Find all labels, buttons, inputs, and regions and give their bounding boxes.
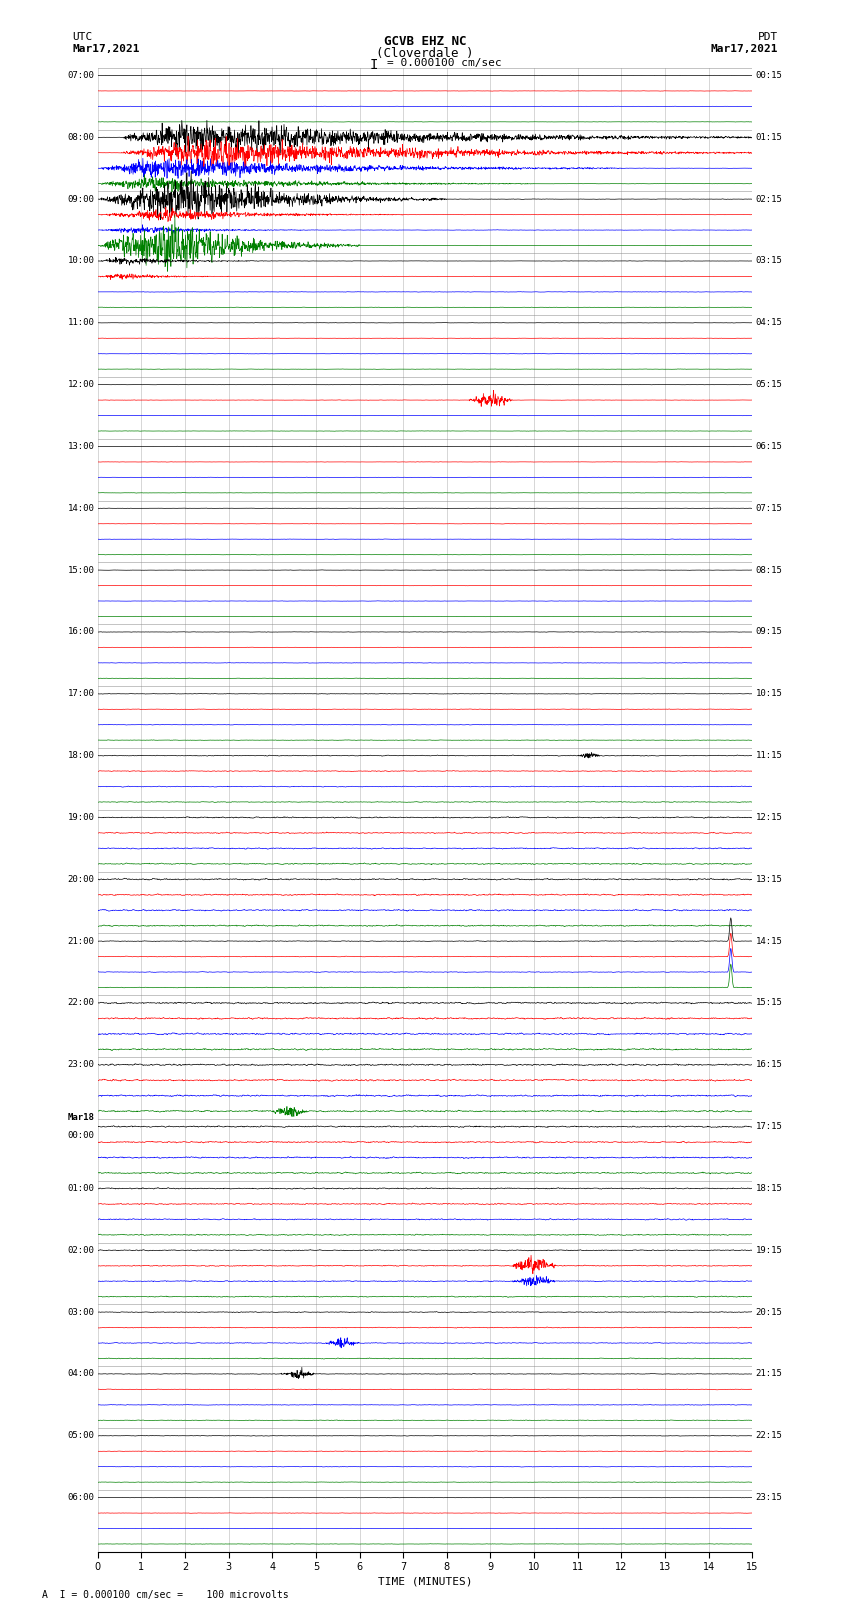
Text: 10:15: 10:15 [756, 689, 782, 698]
Text: 20:00: 20:00 [68, 874, 94, 884]
Text: 21:00: 21:00 [68, 937, 94, 945]
Text: PDT: PDT [757, 32, 778, 42]
Text: 11:00: 11:00 [68, 318, 94, 327]
Text: 17:00: 17:00 [68, 689, 94, 698]
Text: 00:15: 00:15 [756, 71, 782, 81]
Text: 12:15: 12:15 [756, 813, 782, 823]
Text: Mar17,2021: Mar17,2021 [72, 44, 139, 53]
Text: 16:15: 16:15 [756, 1060, 782, 1069]
X-axis label: TIME (MINUTES): TIME (MINUTES) [377, 1576, 473, 1586]
Text: 09:00: 09:00 [68, 195, 94, 203]
Text: UTC: UTC [72, 32, 93, 42]
Text: Mar17,2021: Mar17,2021 [711, 44, 778, 53]
Text: 21:15: 21:15 [756, 1369, 782, 1379]
Text: 22:00: 22:00 [68, 998, 94, 1008]
Text: 18:15: 18:15 [756, 1184, 782, 1194]
Text: 01:00: 01:00 [68, 1184, 94, 1194]
Text: Mar18: Mar18 [68, 1113, 94, 1123]
Text: 22:15: 22:15 [756, 1431, 782, 1440]
Text: 00:00: 00:00 [68, 1131, 94, 1140]
Text: 15:15: 15:15 [756, 998, 782, 1008]
Text: (Cloverdale ): (Cloverdale ) [377, 47, 473, 60]
Text: 01:15: 01:15 [756, 132, 782, 142]
Text: 02:00: 02:00 [68, 1245, 94, 1255]
Text: 04:15: 04:15 [756, 318, 782, 327]
Text: 08:15: 08:15 [756, 566, 782, 574]
Text: 08:00: 08:00 [68, 132, 94, 142]
Text: 13:00: 13:00 [68, 442, 94, 452]
Text: 14:15: 14:15 [756, 937, 782, 945]
Text: 18:00: 18:00 [68, 752, 94, 760]
Text: 02:15: 02:15 [756, 195, 782, 203]
Text: 10:00: 10:00 [68, 256, 94, 266]
Text: 13:15: 13:15 [756, 874, 782, 884]
Text: 06:00: 06:00 [68, 1494, 94, 1502]
Text: 03:00: 03:00 [68, 1308, 94, 1316]
Text: 23:15: 23:15 [756, 1494, 782, 1502]
Text: 16:00: 16:00 [68, 627, 94, 637]
Text: 19:00: 19:00 [68, 813, 94, 823]
Text: = 0.000100 cm/sec: = 0.000100 cm/sec [387, 58, 501, 68]
Text: 11:15: 11:15 [756, 752, 782, 760]
Text: I: I [370, 58, 378, 73]
Text: 09:15: 09:15 [756, 627, 782, 637]
Text: 20:15: 20:15 [756, 1308, 782, 1316]
Text: 15:00: 15:00 [68, 566, 94, 574]
Text: 23:00: 23:00 [68, 1060, 94, 1069]
Text: 19:15: 19:15 [756, 1245, 782, 1255]
Text: 06:15: 06:15 [756, 442, 782, 452]
Text: 05:00: 05:00 [68, 1431, 94, 1440]
Text: 14:00: 14:00 [68, 503, 94, 513]
Text: GCVB EHZ NC: GCVB EHZ NC [383, 35, 467, 48]
Text: A  I = 0.000100 cm/sec =    100 microvolts: A I = 0.000100 cm/sec = 100 microvolts [42, 1590, 289, 1600]
Text: 12:00: 12:00 [68, 381, 94, 389]
Text: 17:15: 17:15 [756, 1123, 782, 1131]
Text: 07:15: 07:15 [756, 503, 782, 513]
Text: 07:00: 07:00 [68, 71, 94, 81]
Text: 03:15: 03:15 [756, 256, 782, 266]
Text: 04:00: 04:00 [68, 1369, 94, 1379]
Text: 05:15: 05:15 [756, 381, 782, 389]
